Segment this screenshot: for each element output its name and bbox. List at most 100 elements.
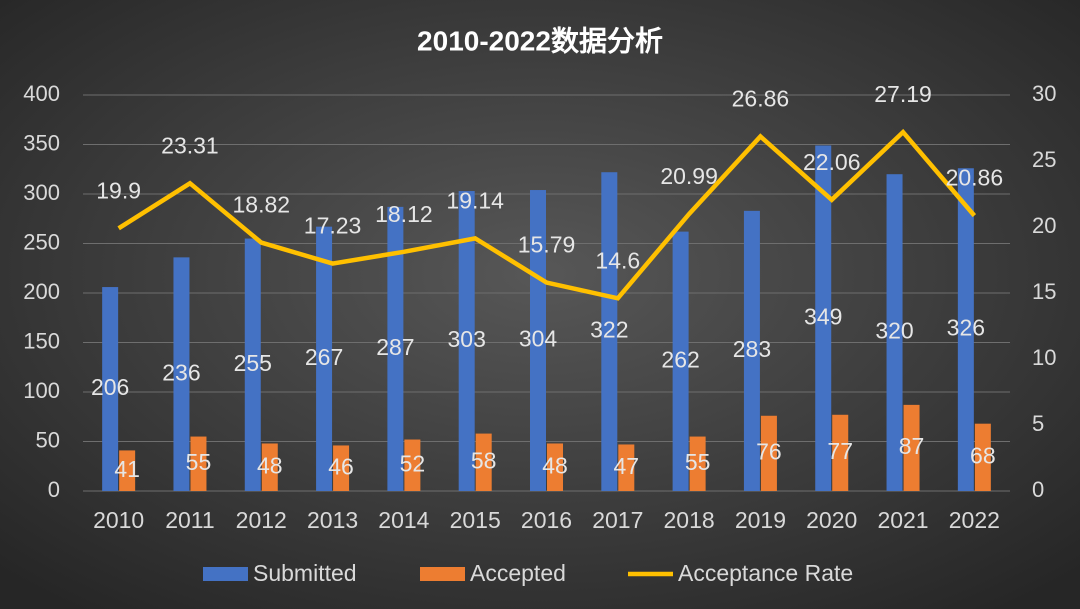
y2-tick-label: 20 bbox=[1032, 213, 1056, 238]
data-label: 48 bbox=[542, 452, 568, 478]
bar bbox=[903, 404, 920, 491]
bar bbox=[832, 414, 849, 491]
y-tick-label: 150 bbox=[23, 328, 60, 353]
x-tick-label: 2011 bbox=[165, 507, 214, 533]
data-label: 262 bbox=[661, 346, 699, 372]
bar bbox=[404, 439, 421, 491]
data-label: 22.06 bbox=[803, 149, 861, 175]
y2-tick-label: 30 bbox=[1032, 81, 1056, 106]
bar bbox=[743, 210, 760, 491]
legend-label: Accepted bbox=[470, 560, 566, 586]
data-label: 267 bbox=[305, 344, 343, 370]
bar bbox=[601, 172, 618, 491]
data-label: 48 bbox=[257, 452, 283, 478]
data-label: 20.99 bbox=[660, 163, 718, 189]
bar bbox=[618, 444, 635, 491]
y-tick-label: 200 bbox=[23, 279, 60, 304]
data-label: 27.19 bbox=[874, 81, 932, 107]
data-label: 349 bbox=[804, 303, 842, 329]
x-tick-label: 2022 bbox=[949, 507, 1000, 533]
x-tick-label: 2018 bbox=[664, 507, 715, 533]
bar bbox=[173, 257, 190, 491]
data-label: 206 bbox=[91, 374, 129, 400]
bar bbox=[672, 231, 689, 491]
data-label: 287 bbox=[376, 334, 414, 360]
legend-label: Acceptance Rate bbox=[678, 560, 853, 586]
y2-tick-label: 25 bbox=[1032, 147, 1056, 172]
chart-title: 2010-2022数据分析 bbox=[417, 25, 663, 56]
y-tick-label: 400 bbox=[23, 81, 60, 106]
y-tick-label: 350 bbox=[23, 130, 60, 155]
y-tick-label: 50 bbox=[36, 427, 60, 452]
x-tick-label: 2013 bbox=[307, 507, 358, 533]
bar bbox=[190, 436, 207, 491]
data-label: 23.31 bbox=[161, 132, 219, 158]
bar bbox=[974, 423, 991, 491]
bar bbox=[886, 174, 903, 491]
data-label: 303 bbox=[448, 326, 486, 352]
x-tick-label: 2012 bbox=[236, 507, 287, 533]
data-label: 255 bbox=[234, 350, 272, 376]
y2-tick-label: 5 bbox=[1032, 411, 1044, 436]
bar bbox=[119, 450, 136, 491]
x-tick-label: 2017 bbox=[592, 507, 643, 533]
data-label: 283 bbox=[733, 336, 771, 362]
bar bbox=[102, 287, 119, 491]
bar bbox=[815, 145, 832, 492]
data-label: 26.86 bbox=[732, 86, 790, 112]
x-tick-label: 2021 bbox=[877, 507, 928, 533]
y2-tick-label: 15 bbox=[1032, 279, 1056, 304]
bar bbox=[333, 445, 350, 491]
data-label: 14.6 bbox=[595, 247, 640, 273]
legend-label: Submitted bbox=[253, 560, 357, 586]
y-tick-label: 100 bbox=[23, 378, 60, 403]
data-label: 18.12 bbox=[375, 201, 433, 227]
data-label: 41 bbox=[114, 456, 140, 482]
data-label: 19.14 bbox=[446, 187, 504, 213]
data-label: 236 bbox=[162, 359, 200, 385]
line bbox=[117, 128, 977, 301]
data-label: 326 bbox=[947, 315, 985, 341]
data-label: 55 bbox=[685, 449, 711, 475]
bar bbox=[530, 190, 546, 492]
bar bbox=[244, 238, 261, 491]
y-tick-label: 300 bbox=[23, 180, 60, 205]
data-label: 52 bbox=[400, 450, 426, 476]
y-tick-label: 250 bbox=[23, 229, 60, 254]
x-tick-label: 2014 bbox=[378, 507, 429, 533]
data-label: 20.86 bbox=[946, 165, 1004, 191]
data-label: 58 bbox=[471, 447, 497, 473]
x-tick-label: 2015 bbox=[450, 507, 501, 533]
bar bbox=[547, 443, 563, 491]
data-label: 304 bbox=[519, 326, 558, 352]
data-label: 320 bbox=[875, 318, 913, 344]
x-tick-label: 2020 bbox=[806, 507, 857, 533]
y2-tick-label: 0 bbox=[1032, 477, 1044, 502]
y-tick-label: 0 bbox=[48, 477, 60, 502]
legend-swatch bbox=[420, 567, 465, 581]
x-tick-label: 2019 bbox=[735, 507, 786, 533]
data-label: 47 bbox=[614, 453, 640, 479]
x-tick-label: 2016 bbox=[521, 507, 572, 533]
legend-swatch bbox=[203, 567, 248, 581]
data-label: 18.82 bbox=[232, 192, 290, 218]
bar bbox=[689, 436, 706, 491]
data-label: 322 bbox=[590, 317, 628, 343]
data-label: 68 bbox=[970, 442, 996, 468]
bar bbox=[760, 415, 777, 491]
data-label: 15.79 bbox=[518, 232, 576, 258]
data-label: 19.9 bbox=[96, 177, 141, 203]
x-tick-label: 2010 bbox=[93, 507, 144, 533]
data-label: 55 bbox=[186, 449, 212, 475]
y2-tick-label: 10 bbox=[1032, 345, 1056, 370]
bar bbox=[475, 433, 492, 491]
data-label: 77 bbox=[827, 438, 853, 464]
bar bbox=[957, 168, 974, 491]
bar bbox=[387, 206, 404, 491]
bar bbox=[458, 191, 475, 491]
data-label: 17.23 bbox=[304, 213, 362, 239]
bar bbox=[316, 226, 333, 492]
bar bbox=[261, 443, 278, 491]
data-label: 87 bbox=[899, 433, 925, 459]
